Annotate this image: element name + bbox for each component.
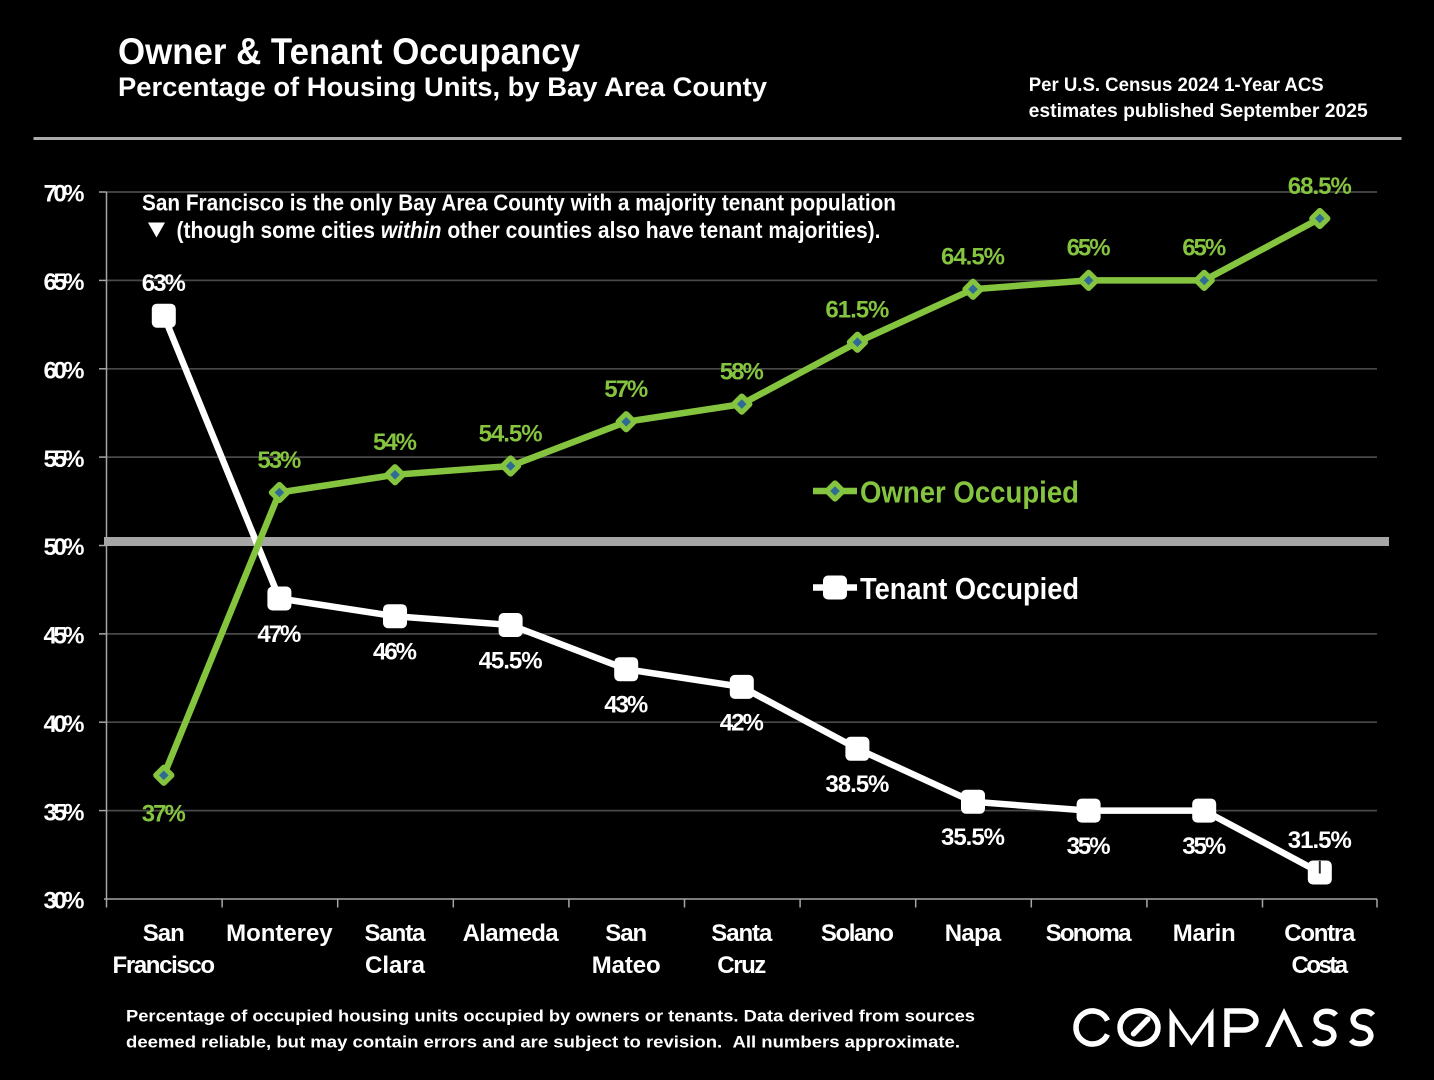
svg-text:Contra: Contra [1284, 920, 1356, 947]
svg-text:35.5%: 35.5% [941, 824, 1005, 851]
svg-text:San Francisco is the only Bay: San Francisco is the only Bay Area Count… [142, 189, 896, 215]
svg-text:65%: 65% [1182, 235, 1226, 262]
svg-text:58%: 58% [720, 358, 764, 385]
svg-text:deemed reliable, but may conta: deemed reliable, but may contain errors … [126, 1033, 960, 1052]
svg-text:50%: 50% [44, 534, 85, 561]
svg-text:Clara: Clara [365, 952, 426, 979]
svg-text:Mateo: Mateo [592, 952, 661, 979]
svg-text:55%: 55% [44, 446, 85, 473]
svg-text:43%: 43% [604, 692, 648, 719]
svg-text:Monterey: Monterey [226, 920, 333, 947]
svg-text:68.5%: 68.5% [1288, 173, 1352, 200]
svg-text:54%: 54% [373, 429, 417, 456]
svg-text:53%: 53% [257, 447, 301, 474]
svg-text:35%: 35% [44, 799, 85, 826]
svg-text:Napa: Napa [945, 920, 1002, 947]
svg-text:Percentage of Housing Units, b: Percentage of Housing Units, by Bay Area… [118, 72, 767, 102]
svg-text:San: San [605, 920, 647, 947]
svg-text:30%: 30% [44, 888, 85, 915]
svg-text:63%: 63% [142, 270, 186, 297]
svg-text:35%: 35% [1067, 833, 1111, 860]
svg-text:46%: 46% [373, 639, 417, 666]
svg-text:65%: 65% [44, 269, 85, 296]
svg-text:57%: 57% [604, 376, 648, 403]
svg-text:Per U.S. Census 2024 1-Year AC: Per U.S. Census 2024 1-Year ACS [1029, 75, 1324, 96]
svg-text:47%: 47% [257, 621, 301, 648]
svg-text:Owner Occupied: Owner Occupied [860, 475, 1079, 510]
svg-text:Solano: Solano [821, 920, 894, 947]
svg-text:45.5%: 45.5% [479, 647, 543, 674]
svg-text:35%: 35% [1182, 833, 1226, 860]
svg-text:Marin: Marin [1173, 920, 1236, 947]
svg-text:Santa: Santa [711, 920, 773, 947]
svg-text:Francisco: Francisco [113, 952, 216, 979]
svg-text:Costa: Costa [1292, 952, 1349, 979]
svg-text:64.5%: 64.5% [941, 244, 1005, 271]
svg-text:estimates published September: estimates published September 2025 [1029, 101, 1368, 122]
svg-text:40%: 40% [44, 711, 85, 738]
svg-text:38.5%: 38.5% [825, 771, 889, 798]
svg-text:70%: 70% [44, 181, 85, 208]
svg-text:Alameda: Alameda [463, 920, 560, 947]
svg-text:61.5%: 61.5% [825, 297, 889, 324]
svg-text:60%: 60% [44, 358, 85, 385]
svg-text:54.5%: 54.5% [479, 420, 543, 447]
svg-text:San: San [143, 920, 185, 947]
svg-text:Percentage of occupied housing: Percentage of occupied housing units occ… [126, 1006, 975, 1025]
svg-text:Santa: Santa [365, 920, 427, 947]
svg-text:(though some cities within oth: (though some cities within other countie… [177, 217, 881, 243]
svg-text:37%: 37% [142, 800, 186, 827]
svg-text:65%: 65% [1067, 235, 1111, 262]
svg-text:42%: 42% [720, 709, 764, 736]
svg-text:45%: 45% [44, 623, 85, 650]
svg-text:Owner & Tenant Occupancy: Owner & Tenant Occupancy [118, 31, 580, 72]
svg-text:Cruz: Cruz [717, 952, 766, 979]
svg-text:Sonoma: Sonoma [1046, 920, 1133, 947]
svg-text:31.5%: 31.5% [1288, 827, 1352, 854]
svg-text:Tenant Occupied: Tenant Occupied [860, 571, 1079, 606]
